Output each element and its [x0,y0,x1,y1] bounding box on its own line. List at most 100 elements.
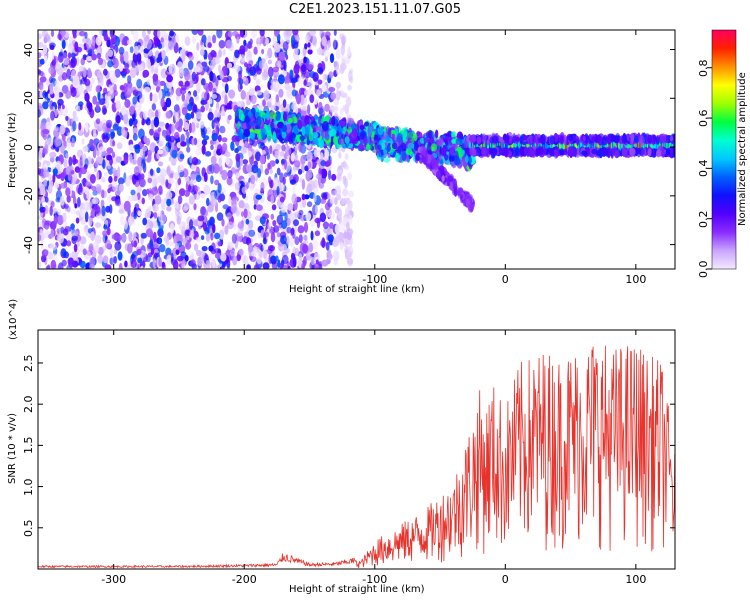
heatmap-cell [279,196,285,203]
heatmap-cell [219,229,224,240]
heatmap-cell [136,248,142,256]
heatmap-cell [191,157,199,166]
heatmap-cell [120,215,124,226]
heatmap-cell [255,78,261,86]
heatmap-cell [84,224,89,231]
heatmap-cell [358,143,364,150]
heatmap-cell [82,67,87,78]
heatmap-cell [300,65,307,75]
heatmap-cell [287,117,293,124]
heatmap-cell [174,112,180,122]
heatmap-cell [294,160,301,168]
heatmap-cell [129,46,134,54]
heatmap-cell [94,244,99,254]
heatmap-cell [248,243,253,253]
heatmap-cell [261,250,269,260]
heatmap-cell [147,108,153,119]
heatmap-cell [314,217,322,224]
heatmap-cell [153,116,160,128]
heatmap-cell [52,173,56,183]
heatmap-cell [260,182,265,193]
heatmap-cell [149,194,154,202]
heatmap-cell [123,82,128,93]
heatmap-cell [183,202,190,210]
heatmap-cell [101,177,106,183]
heatmap-cell [112,123,119,131]
heatmap-cell [240,90,246,100]
heatmap-cell [395,152,400,162]
heatmap-cell [54,79,60,89]
heatmap-cell [153,212,158,220]
heatmap-cell [60,144,65,154]
heatmap-cell [241,236,249,245]
heatmap-cell [43,179,48,187]
heatmap-cell [86,99,91,109]
heatmap-cell [271,260,278,269]
heatmap-cell [325,133,330,141]
heatmap-cell [170,124,175,136]
heatmap-cell [115,101,122,111]
heatmap-cell [238,70,243,81]
heatmap-cell [39,76,47,83]
heatmap-cell [247,49,252,58]
heatmap-cell [152,221,159,229]
heatmap-cell [396,132,403,143]
heatmap-cell [131,253,135,260]
heatmap-cell [283,60,287,72]
heatmap-cell [171,160,177,166]
heatmap-cell [306,183,313,194]
heatmap-cell [161,261,165,268]
heatmap-cell [151,119,155,130]
heatmap-cell [333,99,340,106]
heatmap-cell [39,58,45,65]
heatmap-cell [154,109,159,119]
heatmap-cell [207,111,214,121]
heatmap-cell [333,106,339,112]
heatmap-cell [222,127,226,133]
heatmap-cell [333,60,340,71]
heatmap-cell [187,94,191,100]
heatmap-cell [161,49,166,60]
heatmap-cell [324,31,331,38]
heatmap-cell [44,55,48,64]
heatmap-cell [210,175,214,185]
heatmap-cell [97,70,101,78]
heatmap-cell [108,175,113,184]
heatmap-cell [310,219,315,228]
heatmap-cell [157,127,162,133]
heatmap-cell [339,241,344,251]
heatmap-cell [154,67,159,75]
heatmap-cell [69,63,76,69]
heatmap-cell [40,122,47,130]
heatmap-cell [266,110,270,121]
heatmap-cell [284,158,287,170]
heatmap-cell [261,48,265,55]
heatmap-cell [144,86,151,93]
heatmap-cell [145,228,153,238]
heatmap-cell [256,256,262,265]
heatmap-cell [72,110,77,119]
heatmap-cell [209,61,215,71]
heatmap-cell [287,30,292,36]
heatmap-cell [197,215,205,222]
heatmap-cell [160,135,165,145]
heatmap-cell [313,192,317,203]
heatmap-cell [166,206,172,212]
heatmap-cell [444,154,449,161]
heatmap-cell [38,102,43,109]
heatmap-cell [259,154,266,165]
heatmap-cell [133,144,140,150]
heatmap-cell [301,126,306,136]
heatmap-cell [132,52,138,63]
heatmap-cell [273,74,278,83]
heatmap-cell [111,196,118,202]
heatmap-cell [66,139,71,150]
heatmap-cell [121,126,125,137]
heatmap-cell [301,193,306,201]
heatmap-cell [287,203,294,211]
heatmap-cell [333,135,338,146]
heatmap-cell [51,51,55,60]
heatmap-cell [81,138,85,145]
heatmap-cell [323,49,330,58]
heatmap-cell [198,146,202,155]
